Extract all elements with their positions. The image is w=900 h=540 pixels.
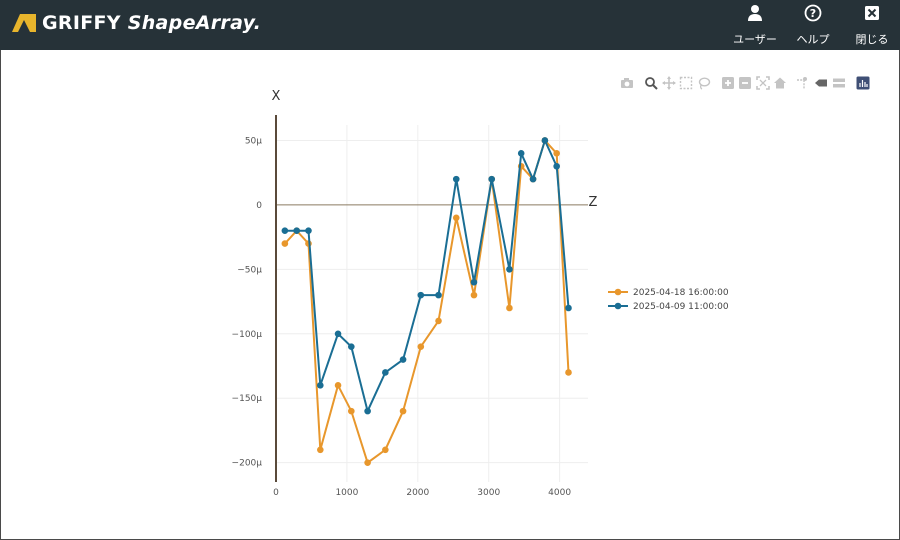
series-line-2 — [284, 137, 570, 415]
x-tick-label: 4000 — [548, 488, 571, 498]
y-tick-label: 50µ — [245, 136, 262, 146]
home-icon[interactable] — [773, 76, 787, 90]
series-1-point[interactable] — [565, 369, 572, 376]
app-header: GRIFFY ShapeArray. ユーザー ? ヘルプ 閉じる — [0, 0, 900, 50]
series-2-point[interactable] — [565, 304, 572, 312]
x-tick-label: 3000 — [477, 488, 500, 498]
y-tick-label: −200µ — [232, 459, 263, 469]
user-icon — [748, 5, 762, 21]
help-icon: ? — [804, 4, 822, 22]
legend-label[interactable]: 2025-04-09 11:00:00 — [633, 302, 729, 312]
series-2-point[interactable] — [435, 291, 442, 299]
series-line-1 — [284, 138, 570, 465]
y-tick-label: −50µ — [237, 265, 262, 275]
series-1-point[interactable] — [417, 343, 425, 350]
series-2-point[interactable] — [348, 343, 355, 350]
series-2-point[interactable] — [529, 175, 537, 183]
series-1-point[interactable] — [382, 446, 389, 454]
series-1-point[interactable] — [435, 317, 442, 325]
series-1-point[interactable] — [470, 291, 478, 299]
legend[interactable]: 2025-04-18 16:00:00 2025-04-09 11:00:00 — [608, 288, 729, 312]
x-axis-label: Z — [589, 195, 598, 210]
series-lines — [281, 137, 572, 466]
series-2-point[interactable] — [517, 150, 525, 157]
series-2-point[interactable] — [334, 330, 342, 338]
app-logo: GRIFFY ShapeArray. — [12, 12, 261, 34]
user-button[interactable]: ユーザー — [725, 4, 785, 48]
series-2-point[interactable] — [541, 137, 549, 144]
zoom-icon[interactable] — [644, 76, 658, 90]
series-1-point[interactable] — [348, 407, 355, 415]
help-button[interactable]: ? ヘルプ — [783, 4, 843, 48]
close-button-label: 閉じる — [855, 33, 889, 46]
legend-label[interactable]: 2025-04-18 16:00:00 — [633, 288, 729, 298]
series-1-point[interactable] — [364, 459, 371, 466]
series-1-point[interactable] — [452, 214, 460, 222]
help-button-label: ヘルプ — [796, 33, 830, 46]
series-2-point[interactable] — [417, 291, 425, 299]
spike-lines-icon[interactable] — [795, 76, 809, 90]
user-button-label: ユーザー — [733, 33, 777, 46]
svg-text:?: ? — [810, 7, 816, 20]
y-tick-label: 0 — [256, 201, 262, 211]
grid-lines — [276, 125, 588, 482]
series-1-point[interactable] — [317, 446, 324, 454]
series-1-point[interactable] — [281, 240, 289, 247]
y-axis-label: X — [272, 89, 281, 104]
legend-swatch-marker[interactable] — [614, 288, 622, 296]
series-2-point[interactable] — [281, 227, 289, 234]
x-tick-label: 1000 — [335, 488, 358, 498]
y-tick-label: −100µ — [232, 330, 263, 340]
x-tick-label: 0 — [273, 488, 279, 498]
series-2-point[interactable] — [382, 369, 389, 376]
series-2-point[interactable] — [364, 407, 371, 415]
axes: 50µ 0 −50µ −100µ −150µ −200µ 0 1000 2000 3000 4000 — [232, 115, 588, 498]
series-1-point[interactable] — [506, 304, 513, 312]
hover-compare-icon[interactable] — [832, 76, 846, 90]
series-2-point[interactable] — [488, 175, 496, 183]
logo-text: GRIFFY ShapeArray. — [42, 12, 261, 34]
camera-icon[interactable] — [620, 76, 634, 90]
series-2-point[interactable] — [317, 382, 324, 389]
legend-swatch-marker[interactable] — [614, 302, 622, 310]
series-2-point[interactable] — [506, 266, 513, 273]
series-2-point[interactable] — [470, 278, 478, 286]
plotly-logo-icon[interactable] — [856, 76, 870, 90]
y-tick-label: −150µ — [232, 394, 263, 404]
autoscale-icon[interactable] — [756, 76, 770, 90]
series-2-point[interactable] — [399, 356, 407, 363]
series-2-point[interactable] — [553, 162, 560, 170]
product-name: ShapeArray. — [127, 12, 262, 34]
series-2-point[interactable] — [293, 227, 301, 234]
lasso-icon[interactable] — [697, 76, 711, 90]
close-icon — [865, 6, 879, 20]
series-1-point[interactable] — [553, 150, 560, 157]
zoom-out-icon[interactable] — [738, 76, 752, 90]
series-1-point[interactable] — [399, 407, 407, 415]
brand-name: GRIFFY — [42, 12, 121, 34]
chart-area[interactable]: 50µ 0 −50µ −100µ −150µ −200µ 0 1000 2000 3000 4000… — [0, 50, 900, 538]
series-1-point[interactable] — [334, 382, 342, 389]
close-button[interactable]: 閉じる — [842, 4, 900, 48]
plot-toolbar — [618, 76, 878, 92]
hover-closest-icon[interactable] — [814, 76, 828, 90]
series-2-point[interactable] — [452, 175, 460, 183]
x-tick-label: 2000 — [406, 488, 429, 498]
pan-icon[interactable] — [662, 76, 676, 90]
zoom-in-icon[interactable] — [721, 76, 735, 90]
logo-mark-icon — [12, 14, 36, 32]
box-select-icon[interactable] — [679, 76, 693, 90]
series-2-point[interactable] — [305, 227, 312, 234]
